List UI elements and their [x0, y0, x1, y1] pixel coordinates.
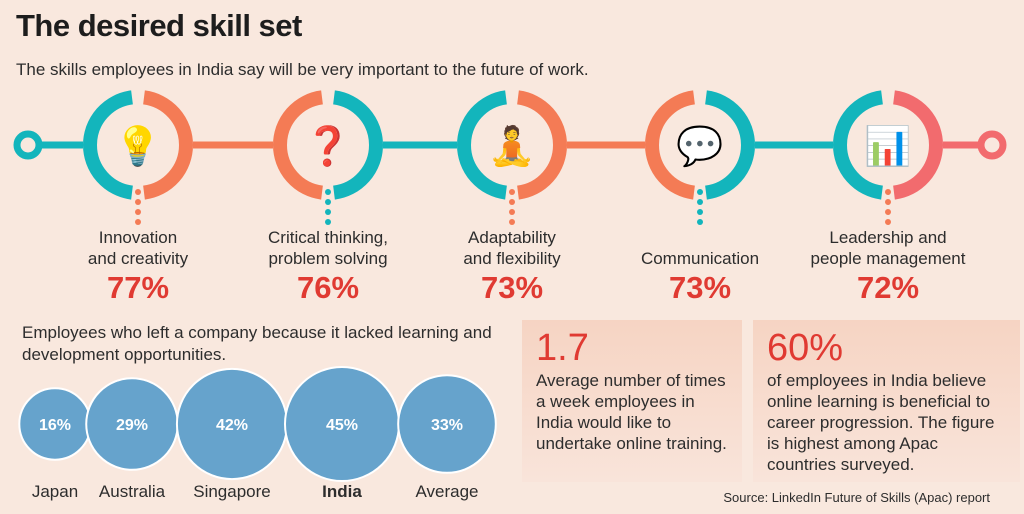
skills-timeline: 💡 ❓ 🧘 💬 📊	[13, 90, 1007, 225]
dotted-connector-dot	[325, 199, 331, 205]
bubble-label-singapore: Singapore	[193, 482, 271, 501]
dotted-connector-dot	[325, 189, 331, 195]
skill-label-line2: Communication	[640, 249, 760, 268]
bubble-label-average: Average	[415, 482, 479, 501]
skill-label-line1: Innovation	[98, 228, 178, 247]
dotted-connector-dot	[697, 199, 703, 205]
skill-label-line1: Adaptability	[468, 228, 556, 247]
ring-left-half	[833, 90, 884, 200]
skill-critical-thinking: Critical thinking, problem solving 76%	[228, 227, 428, 305]
skill-percentage: 73%	[480, 270, 544, 305]
dotted-connector-dot	[135, 189, 141, 195]
ring-right-half	[892, 90, 943, 200]
stat-description: of employees in India believe online lea…	[767, 371, 995, 474]
dotted-connector-dot	[135, 219, 141, 225]
team-presentation-icon: 📊	[864, 124, 911, 168]
page-subtitle: The skills employees in India say will b…	[16, 60, 589, 79]
timeline-end-node	[977, 130, 1007, 160]
timeline-start-node	[13, 130, 43, 160]
dotted-connector-dot	[885, 199, 891, 205]
dotted-connector-dot	[135, 209, 141, 215]
flexible-worker-icon: 🧘	[488, 124, 535, 168]
stat-box-online-training: 1.7 Average number of times a week emplo…	[522, 320, 742, 482]
dotted-connector-dot	[885, 189, 891, 195]
dotted-connector-dot	[697, 209, 703, 215]
skill-percentage: 73%	[668, 270, 732, 305]
bubble-chart: 16% 29% 42% 45% 33%	[18, 366, 497, 482]
stat-description: Average number of times a week employees…	[536, 371, 727, 453]
skill-adaptability: Adaptability and flexibility 73%	[412, 227, 612, 305]
ring-right-half	[142, 90, 193, 200]
bubble-average	[397, 374, 497, 474]
ring-right-half	[704, 90, 755, 200]
dotted-connector-dot	[325, 209, 331, 215]
dotted-connector-dot	[885, 209, 891, 215]
dotted-connector-dot	[509, 209, 515, 215]
skill-label-line2: problem solving	[268, 249, 388, 268]
lightbulb-head-icon: 💡	[114, 124, 161, 168]
skill-label-line2: people management	[810, 249, 966, 268]
stat-value: 1.7	[536, 327, 589, 369]
ring-left-half	[83, 90, 134, 200]
ring-left-half	[273, 90, 324, 200]
dotted-connector-dot	[885, 219, 891, 225]
skill-label-line1: Critical thinking,	[268, 228, 388, 247]
bubble-chart-title: Employees who left a company because it …	[22, 323, 492, 364]
page-title: The desired skill set	[16, 8, 302, 43]
skill-leadership: Leadership and people management 72%	[788, 227, 988, 305]
bubble-value-label: 33%	[431, 417, 463, 434]
ring-right-half	[332, 90, 383, 200]
stat-box-online-learning: 60% of employees in India believe online…	[753, 320, 1020, 482]
ring-left-half	[457, 90, 508, 200]
bubble-value-label: 29%	[116, 417, 148, 434]
stat-value: 60%	[767, 327, 844, 369]
skill-percentage: 76%	[296, 270, 360, 305]
dotted-connector-dot	[509, 189, 515, 195]
dotted-connector-dot	[697, 219, 703, 225]
bubble-value-label: 45%	[326, 417, 358, 434]
skill-label-line2: and flexibility	[463, 249, 561, 268]
dotted-connector-dot	[325, 219, 331, 225]
bubble-label-japan: Japan	[31, 482, 79, 501]
bubble-value-label: 42%	[216, 417, 248, 434]
dotted-connector-dot	[697, 189, 703, 195]
skill-innovation: Innovation and creativity 77%	[38, 227, 238, 305]
bubble-label-india: India	[322, 482, 362, 501]
skill-label-line1	[600, 227, 800, 248]
bubble-label-australia: Australia	[98, 482, 166, 501]
skill-percentage: 72%	[856, 270, 920, 305]
communicating-heads-icon: 💬	[676, 124, 723, 168]
skill-label-line2: and creativity	[87, 249, 189, 268]
skill-label-line1: Leadership and	[829, 228, 947, 247]
ring-left-half	[645, 90, 696, 200]
dotted-connector-dot	[509, 199, 515, 205]
dotted-connector-dot	[135, 199, 141, 205]
skill-percentage: 77%	[106, 270, 170, 305]
ring-right-half	[516, 90, 567, 200]
bubble-value-label: 16%	[39, 417, 71, 434]
source-note: Source: LinkedIn Future of Skills (Apac)…	[723, 490, 990, 505]
question-maze-icon: ❓	[304, 124, 351, 168]
skill-communication: Communication 73%	[600, 227, 800, 305]
dotted-connector-dot	[509, 219, 515, 225]
